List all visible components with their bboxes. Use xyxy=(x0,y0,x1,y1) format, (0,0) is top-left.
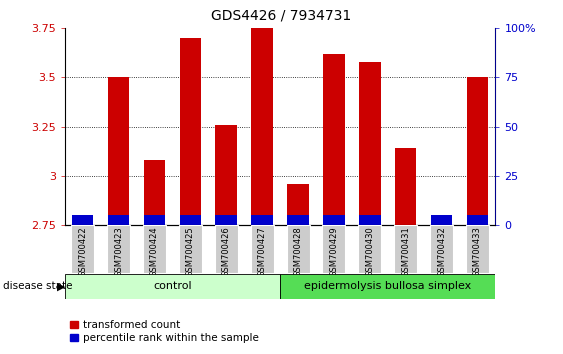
Bar xyxy=(180,215,201,225)
Bar xyxy=(251,28,273,225)
Bar xyxy=(359,215,381,225)
Bar xyxy=(72,223,93,225)
Bar xyxy=(431,215,452,225)
Bar xyxy=(287,183,309,225)
Legend: transformed count, percentile rank within the sample: transformed count, percentile rank withi… xyxy=(70,320,260,343)
Bar xyxy=(280,274,495,299)
Bar xyxy=(108,215,129,225)
Text: disease state: disease state xyxy=(3,281,72,291)
Bar xyxy=(323,215,345,225)
Bar xyxy=(107,225,130,273)
Bar xyxy=(323,54,345,225)
Text: GSM700426: GSM700426 xyxy=(222,226,231,277)
Bar xyxy=(144,215,166,225)
Bar xyxy=(143,225,166,273)
Text: control: control xyxy=(153,281,192,291)
Bar xyxy=(323,225,346,273)
Text: GSM700433: GSM700433 xyxy=(473,226,482,277)
Bar xyxy=(71,225,94,273)
Text: GSM700424: GSM700424 xyxy=(150,226,159,277)
Text: GSM700432: GSM700432 xyxy=(437,226,446,277)
Text: GSM700431: GSM700431 xyxy=(401,226,410,277)
Text: epidermolysis bullosa simplex: epidermolysis bullosa simplex xyxy=(304,281,471,291)
Text: ▶: ▶ xyxy=(56,281,65,291)
Bar xyxy=(215,225,238,273)
Bar xyxy=(430,225,453,273)
Bar xyxy=(180,38,201,225)
Text: GSM700425: GSM700425 xyxy=(186,226,195,277)
Bar xyxy=(144,160,166,225)
Bar xyxy=(467,78,488,225)
Bar xyxy=(467,215,488,225)
Bar xyxy=(216,215,237,225)
Text: GDS4426 / 7934731: GDS4426 / 7934731 xyxy=(211,9,352,23)
Bar xyxy=(251,215,273,225)
Bar xyxy=(395,148,417,225)
Bar xyxy=(394,225,417,273)
Bar xyxy=(216,125,237,225)
Text: GSM700422: GSM700422 xyxy=(78,226,87,277)
Text: GSM700430: GSM700430 xyxy=(365,226,374,277)
Text: GSM700429: GSM700429 xyxy=(329,226,338,277)
Bar xyxy=(287,215,309,225)
Bar xyxy=(65,274,280,299)
Bar xyxy=(179,225,202,273)
Bar xyxy=(72,215,93,225)
Bar xyxy=(466,225,489,273)
Text: GSM700423: GSM700423 xyxy=(114,226,123,277)
Bar xyxy=(359,62,381,225)
Bar xyxy=(108,78,129,225)
Bar xyxy=(358,225,381,273)
Bar xyxy=(287,225,310,273)
Bar xyxy=(431,215,452,225)
Text: GSM700427: GSM700427 xyxy=(258,226,267,277)
Bar xyxy=(251,225,274,273)
Text: GSM700428: GSM700428 xyxy=(293,226,302,277)
